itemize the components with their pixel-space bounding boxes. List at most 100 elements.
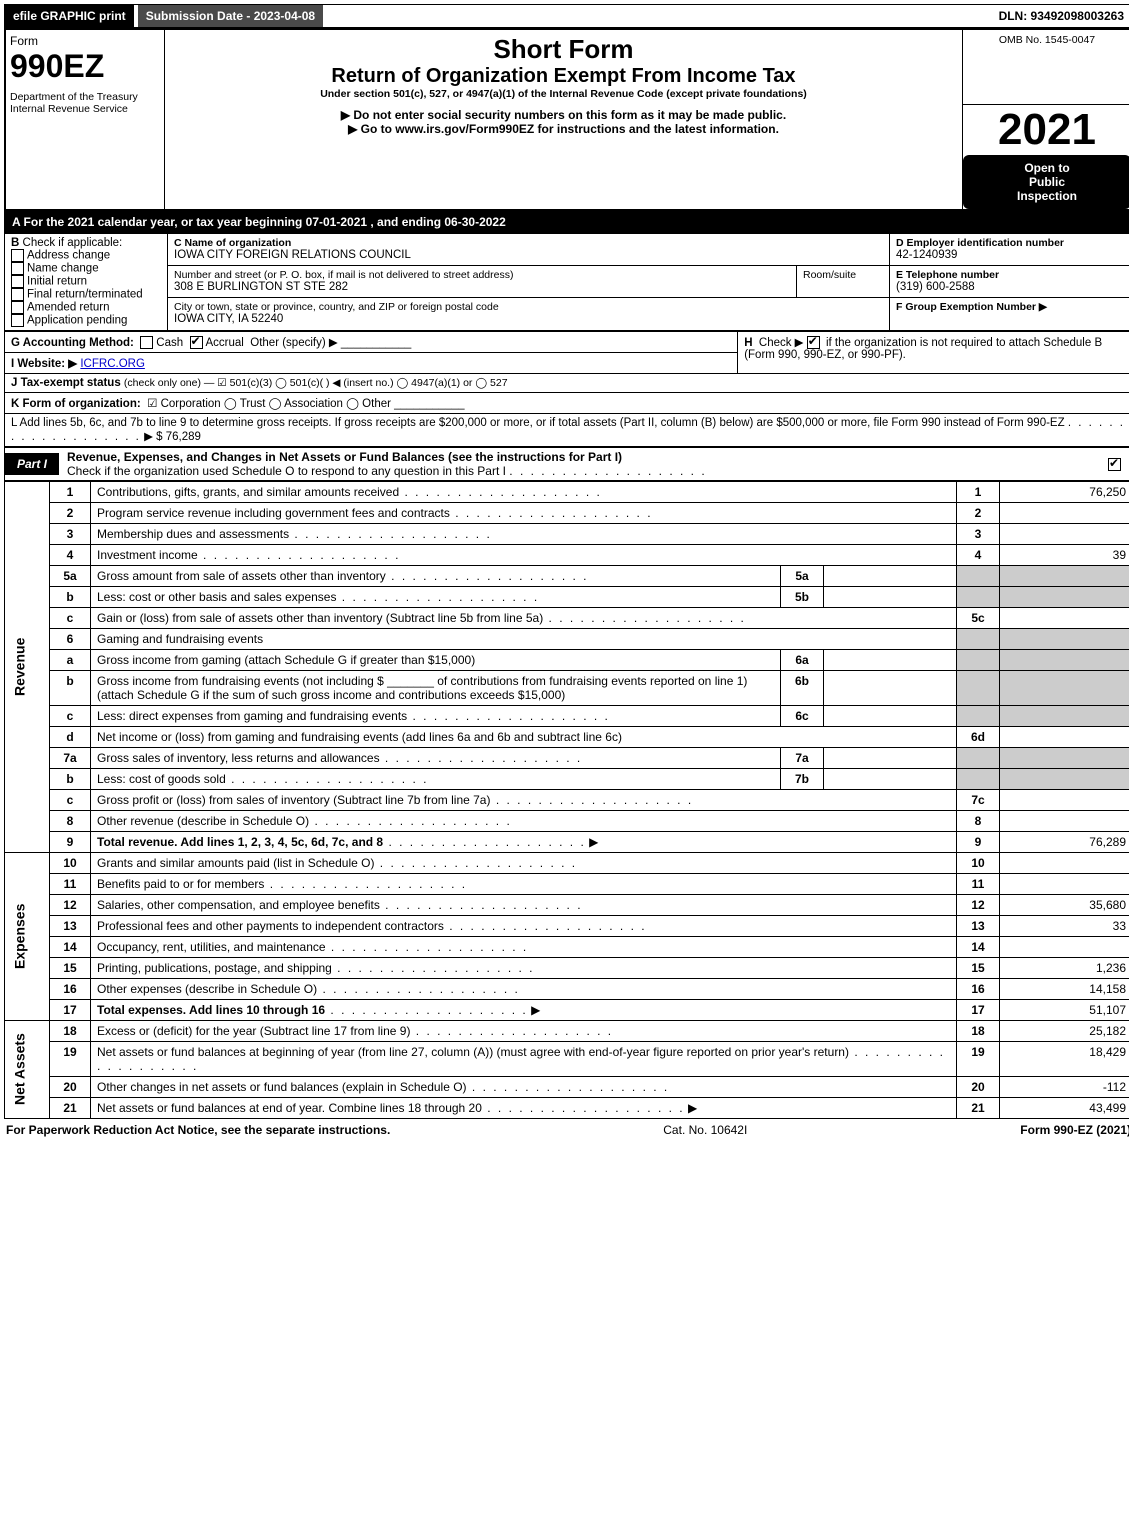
- section-d-label: D Employer identification number: [896, 237, 1064, 249]
- line-7b-sub: 7b: [781, 768, 824, 789]
- line-9-desc: Total revenue. Add lines 1, 2, 3, 4, 5c,…: [97, 835, 383, 849]
- line-14-desc: Occupancy, rent, utilities, and maintena…: [97, 940, 326, 954]
- line-17-num: 17: [50, 999, 91, 1020]
- section-l-text: L Add lines 5b, 6c, and 7b to line 9 to …: [11, 417, 1065, 429]
- line-5c-ref: 5c: [957, 607, 1000, 628]
- page-footer: For Paperwork Reduction Act Notice, see …: [4, 1119, 1129, 1141]
- dln-number: DLN: 93492098003263: [991, 5, 1129, 27]
- line-7b-desc: Less: cost of goods sold: [97, 772, 226, 786]
- line-20-num: 20: [50, 1076, 91, 1097]
- h-text1: Check ▶: [759, 337, 804, 349]
- line-13-amt: 33: [1000, 915, 1129, 936]
- opt-address-change: Address change: [27, 249, 110, 261]
- line-6d-num: d: [50, 726, 91, 747]
- open-public-badge: Open to Public Inspection: [963, 155, 1129, 209]
- shaded-cell: [957, 565, 1000, 586]
- shaded-cell: [957, 586, 1000, 607]
- shaded-cell: [1000, 649, 1129, 670]
- room-label: Room/suite: [803, 269, 856, 281]
- checkbox-accrual[interactable]: [190, 336, 203, 349]
- line-10-amt: [1000, 852, 1129, 873]
- org-name: IOWA CITY FOREIGN RELATIONS COUNCIL: [174, 249, 411, 261]
- ghijkl-block: G Accounting Method: Cash Accrual Other …: [4, 331, 1129, 447]
- checkbox-amended-return[interactable]: [11, 301, 24, 314]
- line-6b-sub: 6b: [781, 670, 824, 705]
- opt-initial-return: Initial return: [27, 275, 87, 287]
- line-7c-ref: 7c: [957, 789, 1000, 810]
- line-3-ref: 3: [957, 523, 1000, 544]
- opt-final-return: Final return/terminated: [27, 288, 143, 300]
- checkbox-part1[interactable]: [1108, 458, 1121, 471]
- city-label: City or town, state or province, country…: [174, 301, 499, 313]
- shaded-cell: [1000, 670, 1129, 705]
- section-l-prefix: ▶ $: [144, 431, 162, 443]
- line-1-desc: Contributions, gifts, grants, and simila…: [97, 485, 399, 499]
- efile-print-label[interactable]: efile GRAPHIC print: [5, 5, 134, 27]
- line-14-amt: [1000, 936, 1129, 957]
- line-11-num: 11: [50, 873, 91, 894]
- line-6a-subval: [824, 649, 957, 670]
- street-value: 308 E BURLINGTON ST STE 282: [174, 281, 348, 293]
- revenue-section-label: Revenue: [5, 481, 50, 852]
- line-7a-subval: [824, 747, 957, 768]
- shaded-cell: [1000, 628, 1129, 649]
- line-6d-ref: 6d: [957, 726, 1000, 747]
- line-17-amt: 51,107: [1000, 999, 1129, 1020]
- footer-right: Form 990-EZ (2021): [1020, 1123, 1129, 1137]
- line-4-amt: 39: [1000, 544, 1129, 565]
- checkbox-application-pending[interactable]: [11, 314, 24, 327]
- form-number: 990EZ: [10, 48, 160, 85]
- goto-link[interactable]: ▶ Go to www.irs.gov/Form990EZ for instru…: [169, 122, 958, 136]
- line-6b-num: b: [50, 670, 91, 705]
- line-10-desc: Grants and similar amounts paid (list in…: [97, 856, 374, 870]
- line-6b-desc-a: Gross income from fundraising events (no…: [97, 674, 384, 688]
- line-11-ref: 11: [957, 873, 1000, 894]
- checkbox-name-change[interactable]: [11, 262, 24, 275]
- line-21-ref: 21: [957, 1097, 1000, 1118]
- line-12-num: 12: [50, 894, 91, 915]
- line-5c-amt: [1000, 607, 1129, 628]
- section-k-detail: ☑ Corporation ◯ Trust ◯ Association ◯ Ot…: [147, 398, 391, 410]
- form-header: Form 990EZ Department of the Treasury In…: [4, 28, 1129, 211]
- line-1-ref: 1: [957, 481, 1000, 502]
- shaded-cell: [1000, 565, 1129, 586]
- line-7c-desc: Gross profit or (loss) from sales of inv…: [97, 793, 490, 807]
- section-h-label: H: [744, 337, 752, 349]
- line-8-desc: Other revenue (describe in Schedule O): [97, 814, 309, 828]
- checkbox-address-change[interactable]: [11, 249, 24, 262]
- checkbox-cash[interactable]: [140, 336, 153, 349]
- line-5a-sub: 5a: [781, 565, 824, 586]
- line-7a-desc: Gross sales of inventory, less returns a…: [97, 751, 380, 765]
- checkbox-initial-return[interactable]: [11, 275, 24, 288]
- line-10-num: 10: [50, 852, 91, 873]
- checkbox-final-return[interactable]: [11, 288, 24, 301]
- opt-cash: Cash: [156, 337, 183, 349]
- line-16-desc: Other expenses (describe in Schedule O): [97, 982, 317, 996]
- phone-value: (319) 600-2588: [896, 281, 975, 293]
- line-18-amt: 25,182: [1000, 1020, 1129, 1041]
- shaded-cell: [1000, 747, 1129, 768]
- line-3-num: 3: [50, 523, 91, 544]
- part1-header: Part I Revenue, Expenses, and Changes in…: [4, 447, 1129, 481]
- shaded-cell: [957, 705, 1000, 726]
- line-6c-subval: [824, 705, 957, 726]
- line-18-ref: 18: [957, 1020, 1000, 1041]
- line-3-amt: [1000, 523, 1129, 544]
- line-15-ref: 15: [957, 957, 1000, 978]
- tax-year: 2021: [963, 105, 1129, 155]
- line-9-num: 9: [50, 831, 91, 852]
- section-b-subtitle: Check if applicable:: [23, 237, 123, 249]
- shaded-cell: [957, 768, 1000, 789]
- checkbox-h[interactable]: [807, 336, 820, 349]
- line-6a-desc: Gross income from gaming (attach Schedul…: [97, 653, 475, 667]
- line-20-desc: Other changes in net assets or fund bala…: [97, 1080, 467, 1094]
- line-13-ref: 13: [957, 915, 1000, 936]
- line-18-num: 18: [50, 1020, 91, 1041]
- ssn-warning: ▶ Do not enter social security numbers o…: [169, 108, 958, 122]
- line-20-ref: 20: [957, 1076, 1000, 1097]
- website-link[interactable]: ICFRC.ORG: [80, 358, 145, 370]
- ein-value: 42-1240939: [896, 249, 957, 261]
- line-12-ref: 12: [957, 894, 1000, 915]
- line-6-num: 6: [50, 628, 91, 649]
- line-5b-subval: [824, 586, 957, 607]
